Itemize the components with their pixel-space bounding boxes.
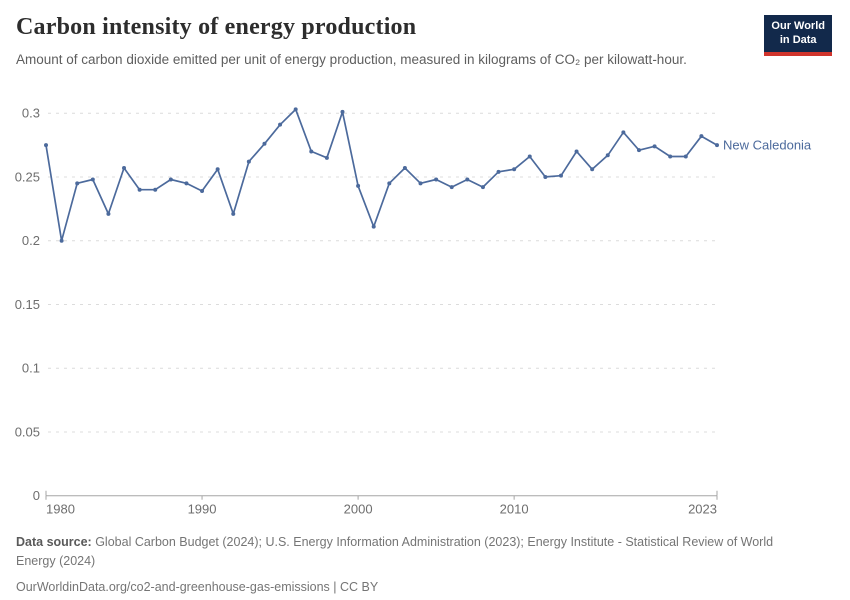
- data-point-marker: [340, 109, 345, 114]
- data-point-marker: [434, 177, 439, 182]
- data-point-marker: [699, 134, 704, 139]
- data-point-marker: [44, 143, 48, 148]
- y-tick-label: 0.05: [15, 424, 40, 439]
- data-point-marker: [636, 148, 641, 153]
- y-tick-label: 0.25: [15, 169, 40, 184]
- data-point-marker: [715, 143, 719, 148]
- x-tick-label: 2000: [344, 502, 373, 517]
- data-source-line: Data source: Global Carbon Budget (2024)…: [16, 533, 811, 571]
- data-source-label: Data source:: [16, 535, 92, 549]
- data-point-marker: [652, 144, 657, 149]
- data-point-marker: [496, 169, 501, 174]
- chart-area: 0 0.05 0.1 0.15 0.2 0.25 0.3 1980 1990 2000 2010 20…: [0, 95, 850, 525]
- x-tick-label: 2010: [500, 502, 529, 517]
- data-point-marker: [465, 177, 470, 182]
- owid-logo-line1: Our World: [771, 20, 825, 32]
- data-point-marker: [418, 181, 423, 186]
- chart-footer: Data source: Global Carbon Budget (2024)…: [16, 533, 836, 596]
- series-end-label: New Caledonia: [723, 138, 812, 153]
- data-point-marker: [262, 141, 267, 146]
- data-source-text: Global Carbon Budget (2024); U.S. Energy…: [16, 535, 774, 568]
- owid-logo-line2: in Data: [779, 33, 817, 46]
- data-point-marker: [215, 167, 220, 172]
- y-tick-label: 0.15: [15, 297, 40, 312]
- x-tick-label: 1990: [188, 502, 217, 517]
- data-point-marker: [668, 154, 673, 159]
- series-line: [45, 108, 718, 242]
- data-point-marker: [200, 188, 205, 193]
- data-point-marker: [387, 181, 392, 186]
- data-point-marker: [293, 107, 298, 112]
- data-point-marker: [543, 174, 548, 179]
- y-tick-label: 0.2: [22, 233, 40, 248]
- data-point-marker: [90, 177, 95, 182]
- data-point-marker: [371, 224, 376, 229]
- data-point-marker: [106, 211, 111, 216]
- data-point-marker: [621, 130, 626, 135]
- data-point-marker: [168, 177, 173, 182]
- data-point-marker: [278, 122, 283, 127]
- x-tick-label: 2023: [688, 502, 717, 517]
- data-point-marker: [605, 153, 610, 158]
- x-tick-label: 1980: [46, 502, 75, 517]
- data-point-marker: [309, 149, 314, 154]
- data-point-marker: [574, 149, 579, 154]
- data-point-marker: [153, 187, 158, 192]
- data-point-marker: [480, 185, 485, 190]
- data-point-marker: [122, 166, 127, 171]
- data-point-marker: [402, 166, 407, 171]
- data-point-marker: [75, 181, 80, 186]
- data-point-marker: [59, 238, 64, 243]
- data-point-marker: [558, 173, 563, 178]
- data-point-marker: [324, 155, 329, 160]
- y-tick-label: 0.1: [22, 361, 40, 376]
- line-chart-svg: 0 0.05 0.1 0.15 0.2 0.25 0.3 1980 1990 2000 2010 20…: [15, 106, 812, 517]
- y-tick-label: 0.3: [22, 106, 40, 121]
- y-tick-label: 0: [33, 488, 40, 503]
- chart-header: Carbon intensity of energy production Am…: [16, 14, 756, 71]
- data-point-marker: [512, 167, 517, 172]
- data-point-marker: [246, 159, 251, 164]
- data-point-marker: [356, 183, 361, 188]
- data-point-marker: [527, 154, 532, 159]
- page-title: Carbon intensity of energy production: [16, 14, 417, 40]
- chart-subtitle: Amount of carbon dioxide emitted per uni…: [16, 52, 687, 67]
- owid-logo[interactable]: Our World in Data: [764, 15, 832, 56]
- data-point-marker: [449, 185, 454, 190]
- data-point-marker: [683, 154, 688, 159]
- owid-url-link[interactable]: OurWorldinData.org/co2-and-greenhouse-ga…: [16, 579, 379, 594]
- data-point-marker: [231, 211, 236, 216]
- data-point-marker: [590, 167, 595, 172]
- data-point-marker: [184, 181, 189, 186]
- data-point-marker: [137, 187, 142, 192]
